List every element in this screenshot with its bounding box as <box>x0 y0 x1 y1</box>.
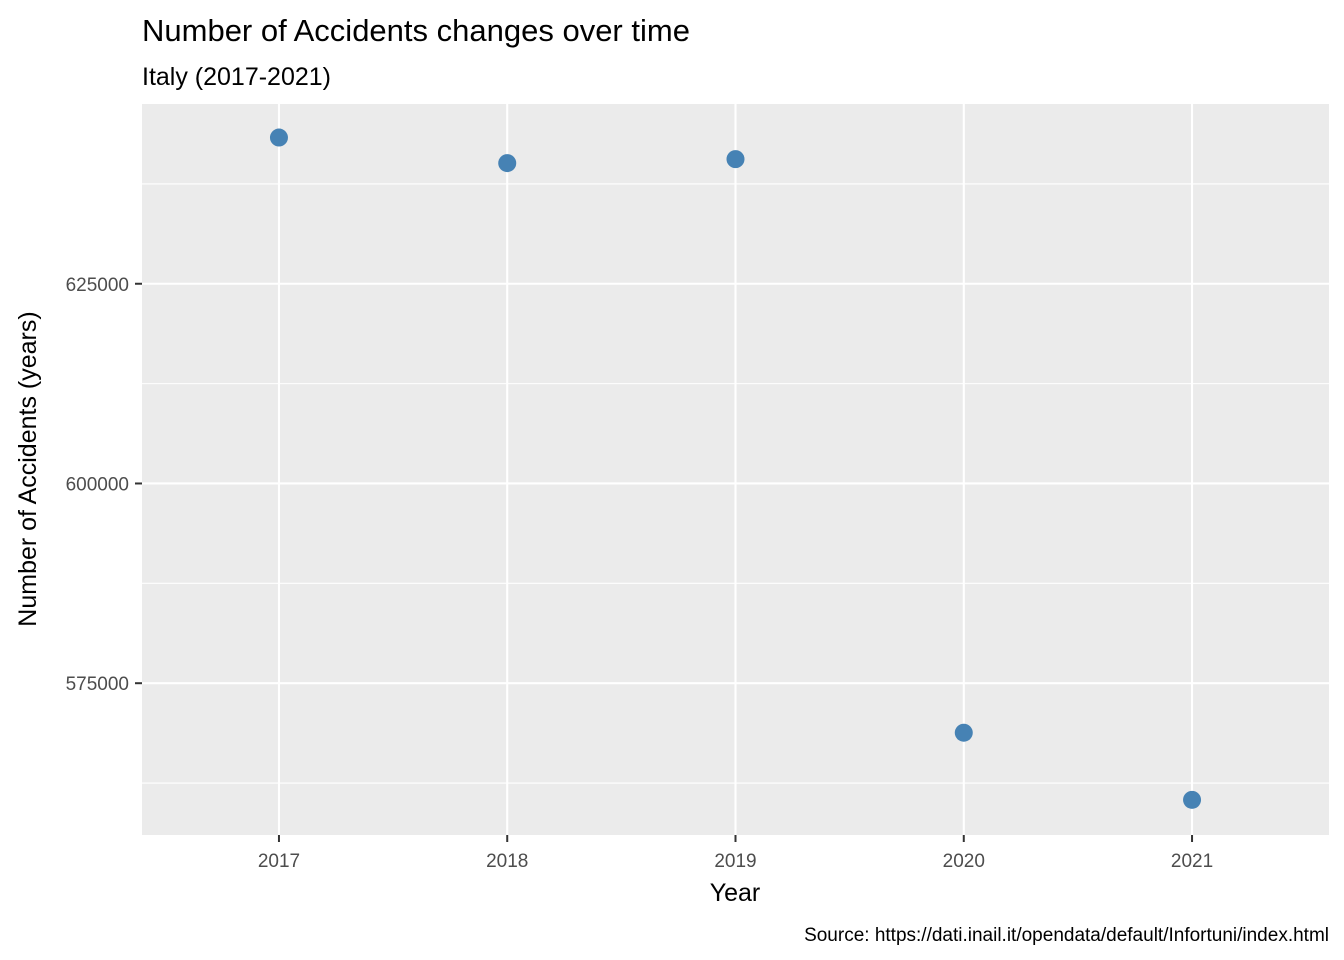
data-point <box>498 154 517 173</box>
data-points <box>269 128 1202 809</box>
y-axis-title: Number of Accidents (years) <box>14 311 42 626</box>
x-axis-title: Year <box>710 879 761 907</box>
data-point <box>1183 790 1202 809</box>
chart-title: Number of Accidents changes over time <box>142 13 690 48</box>
chart-subtitle: Italy (2017-2021) <box>142 63 331 91</box>
y-tick-label: 625000 <box>66 275 129 296</box>
data-point <box>726 150 745 169</box>
y-axis-ticks: 575000 600000 625000 <box>66 275 142 695</box>
data-point <box>269 128 288 147</box>
chart-caption: Source: https://dati.inail.it/opendata/d… <box>804 925 1329 946</box>
x-tick-label: 2018 <box>486 851 528 872</box>
x-tick-label: 2020 <box>943 851 985 872</box>
x-axis-ticks: 2017 2018 2019 2020 2021 <box>258 835 1213 872</box>
x-tick-label: 2019 <box>714 851 756 872</box>
data-point <box>954 723 973 742</box>
y-tick-label: 600000 <box>66 474 129 495</box>
x-tick-label: 2021 <box>1171 851 1213 872</box>
y-tick-label: 575000 <box>66 674 129 695</box>
major-grid <box>142 104 1329 835</box>
x-tick-label: 2017 <box>258 851 300 872</box>
